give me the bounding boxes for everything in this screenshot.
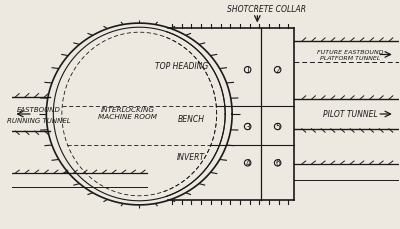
Text: 2: 2 (275, 66, 280, 75)
Text: PILOT TUNNEL: PILOT TUNNEL (323, 110, 378, 119)
Text: EASTBOUND: EASTBOUND (17, 107, 60, 113)
Ellipse shape (274, 124, 281, 130)
Text: 6: 6 (275, 159, 280, 168)
Text: SHOTCRETE COLLAR: SHOTCRETE COLLAR (228, 5, 306, 14)
Ellipse shape (244, 124, 251, 130)
Text: RUNNING TUNNEL: RUNNING TUNNEL (7, 117, 70, 123)
Text: 1: 1 (245, 66, 250, 75)
Text: 4: 4 (245, 159, 250, 168)
Text: INVERT: INVERT (177, 152, 205, 161)
Text: INTERLOCKING
MACHINE ROOM: INTERLOCKING MACHINE ROOM (98, 107, 157, 120)
Text: BENCH: BENCH (178, 114, 205, 123)
Ellipse shape (244, 67, 251, 74)
Text: 3: 3 (245, 123, 250, 131)
Text: PLATFORM TUNNEL: PLATFORM TUNNEL (320, 56, 380, 61)
Text: 5: 5 (275, 123, 280, 131)
Text: FUTURE EASTBOUND: FUTURE EASTBOUND (317, 50, 384, 55)
Ellipse shape (274, 67, 281, 74)
Text: TOP HEADING: TOP HEADING (155, 61, 208, 70)
Ellipse shape (274, 160, 281, 166)
Ellipse shape (244, 160, 251, 166)
